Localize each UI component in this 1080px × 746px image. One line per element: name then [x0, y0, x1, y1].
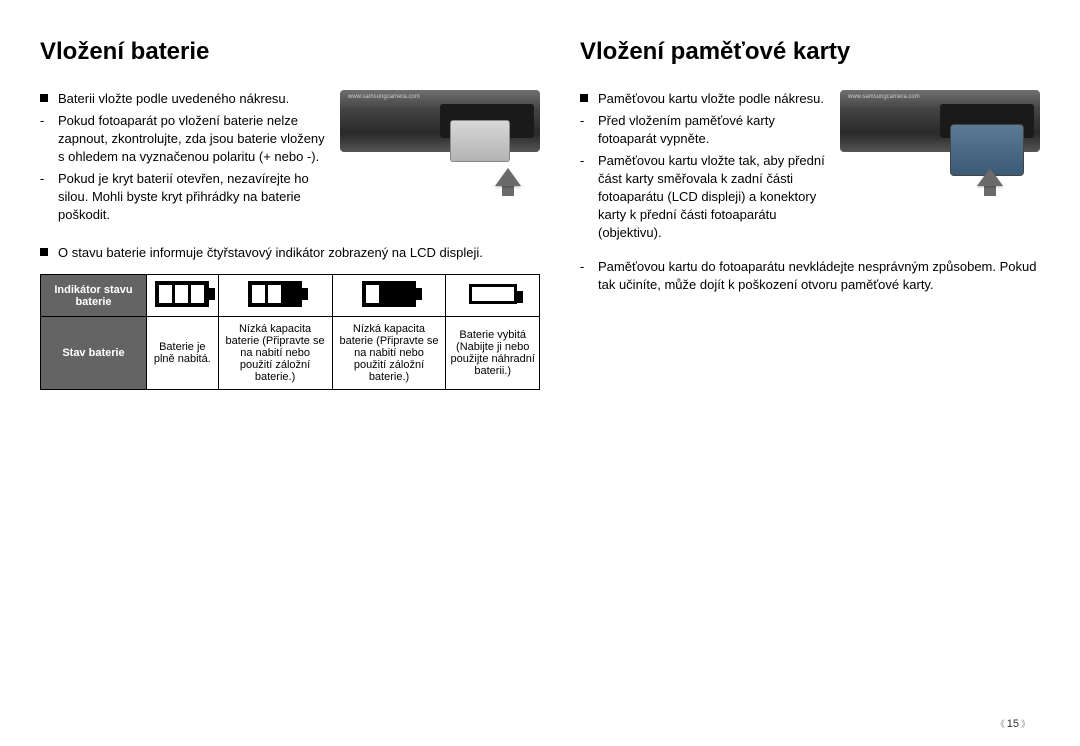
bullet-lcd-indicator: O stavu baterie informuje čtyřstavový in… — [40, 244, 540, 262]
right-column: Vložení paměťové karty Paměťovou kartu v… — [580, 38, 1040, 390]
bullet-turnoff: Před vložením paměťové karty fotoaparát … — [580, 112, 828, 148]
page-number: 15 — [996, 717, 1030, 730]
bullet-cover: Pokud je kryt baterií otevřen, nezavírej… — [40, 170, 328, 224]
camera-card-illustration: www.samsungcamera.com — [840, 90, 1040, 246]
battery-icon-2bars — [218, 275, 332, 317]
bullet-card-insert: Paměťovou kartu vložte podle nákresu. — [580, 90, 828, 108]
th-indicator: Indikátor stavu baterie — [41, 275, 147, 317]
arrow-up-icon — [977, 168, 1003, 186]
bullet-polarity: Pokud fotoaparát po vložení baterie nelz… — [40, 112, 328, 166]
camera-battery-illustration: www.samsungcamera.com — [340, 90, 540, 228]
th-status: Stav baterie — [41, 317, 147, 390]
cell-low2: Nízká kapacita baterie (Připravte se na … — [332, 317, 446, 390]
bullet-orientation: Paměťovou kartu vložte tak, aby přední č… — [580, 152, 828, 242]
cell-empty: Baterie vybitá (Nabijte ji nebo použijte… — [446, 317, 540, 390]
battery-icon-empty — [446, 275, 540, 317]
bullet-battery-insert: Baterii vložte podle uvedeného nákresu. — [40, 90, 328, 108]
cell-full: Baterie je plně nabitá. — [147, 317, 219, 390]
bullet-wrong-insert: Paměťovou kartu do fotoaparátu nevkládej… — [580, 258, 1040, 294]
heading-battery: Vložení baterie — [40, 38, 540, 66]
arrow-up-icon — [495, 168, 521, 186]
battery-icon-full — [147, 275, 219, 317]
heading-memorycard: Vložení paměťové karty — [580, 38, 1040, 66]
cell-low1: Nízká kapacita baterie (Připravte se na … — [218, 317, 332, 390]
battery-icon-1bar — [332, 275, 446, 317]
left-column: Vložení baterie Baterii vložte podle uve… — [40, 38, 540, 390]
battery-status-table: Indikátor stavu baterie Stav baterie Bat… — [40, 274, 540, 390]
